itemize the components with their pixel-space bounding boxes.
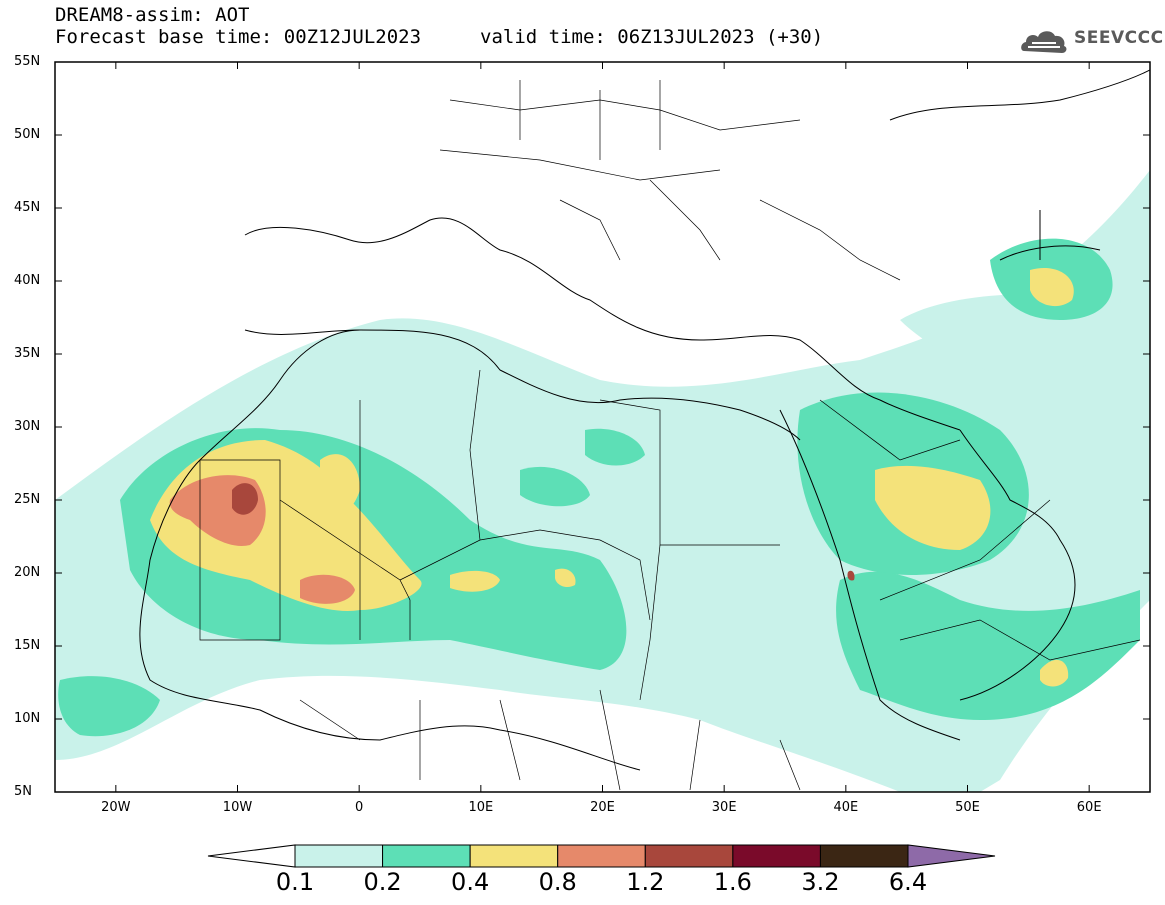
lon-label: 10E xyxy=(468,800,494,815)
lon-label: 30E xyxy=(711,800,737,815)
country-borders xyxy=(199,80,1141,791)
colorbar-label: 0.2 xyxy=(363,868,402,896)
aot-field-1.2 xyxy=(232,483,855,581)
colorbar-segment xyxy=(644,844,734,868)
colorbar-label: 0.8 xyxy=(538,868,577,896)
map-title: DREAM8-assim: AOT xyxy=(55,4,250,26)
lon-label: 40E xyxy=(833,800,859,815)
coastlines xyxy=(139,69,1150,771)
lon-label: 20W xyxy=(101,800,131,815)
lat-label: 15N xyxy=(14,638,41,653)
lat-label: 35N xyxy=(14,346,41,361)
lat-label: 10N xyxy=(14,711,41,726)
lat-label: 50N xyxy=(14,127,41,142)
lon-label: 20E xyxy=(590,800,615,815)
lat-label: 25N xyxy=(14,492,41,507)
lon-label: 60E xyxy=(1076,800,1102,815)
cloud-logo-icon xyxy=(1021,31,1067,53)
lon-label: 10W xyxy=(222,800,253,815)
lon-label: 0 xyxy=(355,800,364,815)
forecast-base-time: Forecast base time: 00Z12JUL2023 xyxy=(55,26,422,48)
colorbar-label: 6.4 xyxy=(888,868,928,896)
colorbar-segment xyxy=(469,844,559,868)
colorbar-label: 3.2 xyxy=(801,868,840,896)
colorbar-segment xyxy=(732,844,821,868)
colorbar-label: 0.1 xyxy=(275,868,315,896)
lat-label: 5N xyxy=(14,784,32,799)
colorbar-segment xyxy=(557,844,646,868)
logo-text: SEEVCCC xyxy=(1074,28,1164,48)
lat-label: 30N xyxy=(14,419,41,434)
lat-label: 20N xyxy=(14,565,41,580)
colorbar-segment xyxy=(382,844,471,868)
colorbar-label: 1.6 xyxy=(713,868,752,896)
lat-label: 55N xyxy=(14,54,41,69)
colorbar-segment xyxy=(294,844,384,868)
colorbar-over-triangle xyxy=(907,844,996,868)
lat-label: 45N xyxy=(14,200,41,215)
colorbar-label: 1.2 xyxy=(626,868,665,896)
valid-time: valid time: 06Z13JUL2023 (+30) xyxy=(480,26,824,48)
colorbar-segment xyxy=(819,844,909,868)
colorbar-under-triangle xyxy=(207,844,296,868)
colorbar-label: 0.4 xyxy=(451,868,490,896)
lon-label: 50E xyxy=(955,800,980,815)
lat-label: 40N xyxy=(14,273,41,288)
